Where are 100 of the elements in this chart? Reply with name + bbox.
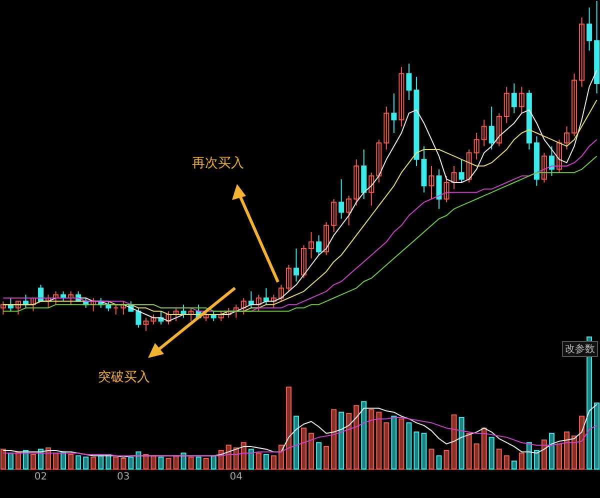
bar [233,447,239,470]
bar [474,443,480,470]
candlestick [391,92,397,134]
bar [248,448,254,470]
bar [346,413,352,470]
candlestick [451,166,457,190]
candlestick [338,178,344,220]
candlestick [90,298,96,312]
bar [384,422,390,470]
candlestick [278,284,284,302]
candlestick [504,86,510,124]
candlestick [256,294,262,312]
bar [286,386,292,470]
bar [150,455,156,470]
candlestick [564,126,570,150]
candlestick [293,248,299,282]
candlestick [518,86,524,114]
bar [406,422,412,470]
candlestick [376,139,382,183]
bar [481,428,487,470]
candlestick [398,66,404,127]
candlestick [150,314,156,325]
bar [0,448,6,470]
bar [166,458,172,470]
bar [203,458,209,470]
candlestick [0,300,6,315]
candlestick [354,158,360,206]
bar [324,446,330,470]
candlestick [331,198,337,232]
bar [46,447,52,470]
bar [136,451,142,470]
bar [90,456,96,470]
bar [226,444,232,470]
bar [526,442,532,470]
bar [488,436,494,470]
bar [436,455,442,470]
bar [30,454,36,470]
candlestick [218,310,224,322]
candlestick [428,166,434,200]
bar [331,409,337,470]
bar [68,454,74,470]
bar [256,452,262,470]
candlestick [368,172,374,206]
candlestick [68,290,74,306]
candlestick [46,294,52,308]
candlestick [548,146,554,176]
candlestick [556,139,562,174]
bar [188,456,194,470]
bar [76,455,82,470]
annotation: 改参数 [562,341,598,357]
bar [451,414,457,470]
bar [173,455,179,470]
candlestick [240,298,246,315]
candlestick [173,307,179,322]
candlestick [286,264,292,292]
bar [180,452,186,470]
bar [293,416,299,470]
bar [572,436,578,470]
candlestick [474,132,480,160]
bar [8,452,14,470]
bar [518,452,524,470]
bar [338,412,344,470]
candlestick [541,152,547,183]
candlestick [226,307,232,318]
bar [143,454,149,470]
candlestick [136,307,142,328]
bar [308,432,314,470]
candlestick [316,234,322,256]
candlestick [143,317,149,332]
bar [458,417,464,470]
candlestick [466,149,472,183]
bar [158,456,164,470]
candlestick [481,119,487,147]
bar [414,432,420,470]
candlestick [166,310,172,325]
candlestick [324,222,330,256]
annotation: 突破买入 [98,369,150,386]
bar [316,442,322,470]
bar [278,444,284,470]
bar [210,455,216,470]
candlestick [30,298,36,312]
bar [511,460,517,470]
x-tick-label: 02 [34,472,48,482]
candlestick [384,106,390,150]
candlestick [53,290,59,306]
candlestick [586,7,592,51]
annotation: 再次买入 [192,155,244,172]
bar [444,450,450,470]
candlestick [511,83,517,114]
x-tick-label: 03 [117,472,130,482]
bar [556,443,562,470]
candlestick [436,168,442,210]
x-tick-label: 04 [230,472,242,482]
candlestick [488,106,494,150]
candlestick [496,112,502,147]
bar [579,416,585,470]
bar [368,409,374,470]
bar [60,451,66,470]
candlestick [233,304,239,318]
candlestick [301,244,307,279]
